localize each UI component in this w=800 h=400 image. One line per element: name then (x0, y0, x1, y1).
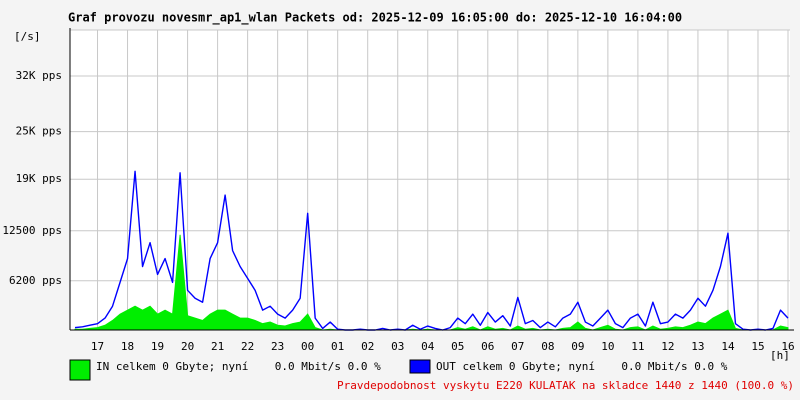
legend-swatch (69, 359, 91, 381)
legend-label: OUT celkem 0 Gbyte; nyní 0.0 Mbit/s 0.0 … (436, 360, 728, 373)
x-tick-label: 07 (511, 340, 524, 353)
x-tick-label: 05 (451, 340, 464, 353)
x-tick-label: 21 (211, 340, 224, 353)
y-tick-label: 32K pps (16, 69, 62, 82)
x-tick-label: 19 (151, 340, 164, 353)
x-tick-label: 06 (481, 340, 494, 353)
chart-title: Graf provozu novesmr_ap1_wlan Packets od… (68, 11, 682, 26)
x-tick-label: 01 (331, 340, 344, 353)
y-tick-label: 19K pps (16, 172, 62, 185)
y-tick-label: 6200 pps (9, 274, 62, 287)
x-tick-label: 09 (571, 340, 584, 353)
x-tick-label: 13 (691, 340, 704, 353)
note: Pravdepodobnost vyskytu E220 KULATAK na … (337, 379, 794, 392)
x-tick-label: 04 (421, 340, 435, 353)
x-tick-label: 17 (91, 340, 104, 353)
x-tick-label: 23 (271, 340, 284, 353)
out-line (74, 170, 789, 331)
x-tick-label: 10 (601, 340, 614, 353)
x-tick-label: 15 (751, 340, 764, 353)
legend-swatch (409, 359, 431, 374)
x-tick-label: 14 (721, 340, 735, 353)
x-tick-label: 11 (631, 340, 644, 353)
x-tick-label: 18 (121, 340, 134, 353)
plot-area (70, 30, 790, 330)
x-tick-label: 02 (361, 340, 374, 353)
legend-label: IN celkem 0 Gbyte; nyní 0.0 Mbit/s 0.0 % (96, 360, 381, 373)
x-tick-label: 03 (391, 340, 404, 353)
y-tick-label: 12500 pps (2, 224, 62, 237)
x-tick-label: 22 (241, 340, 254, 353)
grid (70, 29, 790, 330)
x-tick-label: 20 (181, 340, 194, 353)
x-axis-label: [h] (770, 349, 790, 362)
y-axis-label: [/s] (14, 30, 41, 43)
y-tick-label: 25K pps (16, 125, 62, 138)
x-tick-label: 00 (301, 340, 314, 353)
x-tick-label: 08 (541, 340, 554, 353)
x-tick-label: 12 (661, 340, 674, 353)
x-tick-label: 16 (781, 340, 794, 353)
axes: 6200 pps 12500 pps 19K pps 25K pps 32K pps 17… (2, 28, 795, 381)
